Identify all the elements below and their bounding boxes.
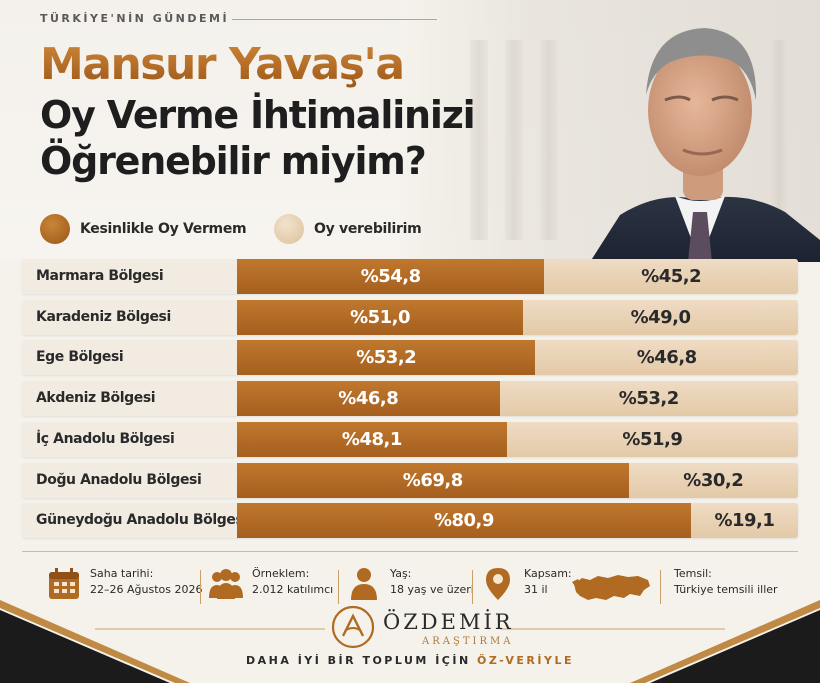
info-separator xyxy=(200,570,201,604)
info-field-age: Yaş: 18 yaş ve üzeri xyxy=(346,566,474,606)
chart-row: Karadeniz Bölgesi %51,0 %49,0 xyxy=(22,299,798,335)
kicker: TÜRKİYE'NİN GÜNDEMİ xyxy=(40,12,230,25)
person-icon xyxy=(351,568,377,600)
data-label-kesinlikle-oy-vermem: %54,8 xyxy=(360,266,421,287)
data-label-oy-verebilirim: %45,2 xyxy=(641,266,702,287)
category-label: Marmara Bölgesi xyxy=(36,268,164,284)
tagline-accent: ÖZ-VERİYLE xyxy=(477,654,574,667)
info-date-title: Saha tarihi: xyxy=(90,567,154,580)
category-label: İç Anadolu Bölgesi xyxy=(36,430,175,447)
info-representation-value: Türkiye temsili iller xyxy=(674,583,778,596)
tagline: DAHA İYİ BİR TOPLUM İÇİN ÖZ-VERİYLE xyxy=(0,654,820,667)
info-field-date: Saha tarihi: 22–26 Ağustos 2026 xyxy=(46,566,202,606)
info-representation-title: Temsil: xyxy=(674,567,712,580)
bar-segment-oy-verebilirim xyxy=(628,462,798,498)
legend-item-series-a: Kesinlikle Oy Vermem xyxy=(40,214,247,244)
bar-segment-kesinlikle-oy-vermem xyxy=(237,421,507,457)
brand-subtitle: ARAŞTIRMA xyxy=(422,636,514,647)
tagline-text: DAHA İYİ BİR TOPLUM İÇİN xyxy=(246,654,471,667)
bar-segment-kesinlikle-oy-vermem xyxy=(237,462,629,498)
data-label-kesinlikle-oy-vermem: %51,0 xyxy=(350,306,411,328)
title-line-3: Öğrenebilir miyim? xyxy=(40,139,427,183)
chart-row: Akdeniz Bölgesi %46,8 %53,2 xyxy=(22,381,798,417)
data-label-oy-verebilirim: %30,2 xyxy=(683,469,744,491)
bar-segment-oy-verebilirim xyxy=(535,340,798,376)
info-coverage-value: 31 il xyxy=(524,583,548,596)
page-title: Mansur Yavaş'a Oy Verme İhtimalinizi Öğr… xyxy=(40,38,520,184)
category-label: Doğu Anadolu Bölgesi xyxy=(36,471,202,488)
info-field-coverage: Kapsam: 31 il xyxy=(480,566,572,606)
info-date-value: 22–26 Ağustos 2026 xyxy=(90,583,203,596)
chart-row: Güneydoğu Anadolu Bölgesi %80,9 %19,1 xyxy=(22,503,798,539)
calendar-icon xyxy=(49,568,79,599)
info-sample-title: Örneklem: xyxy=(252,567,310,580)
building-column xyxy=(505,40,523,240)
data-label-oy-verebilirim: %53,2 xyxy=(618,388,679,410)
divider xyxy=(22,551,798,552)
building-column xyxy=(470,40,488,240)
chart-row: Doğu Anadolu Bölgesi %69,8 %30,2 xyxy=(22,462,798,498)
info-separator xyxy=(472,570,473,604)
data-label-kesinlikle-oy-vermem: %48,1 xyxy=(341,428,402,450)
building-column xyxy=(770,40,788,240)
category-label: Ege Bölgesi xyxy=(36,349,124,366)
chart-row: Marmara Bölgesi %54,8 %45,2 xyxy=(22,259,798,294)
info-field-sample: Örneklem: 2.012 katılımcı xyxy=(208,566,333,606)
bar-segment-oy-verebilirim xyxy=(690,503,798,539)
title-line-1: Mansur Yavaş'a xyxy=(40,38,520,92)
bar-segment-oy-verebilirim xyxy=(506,421,798,457)
location-pin-icon xyxy=(486,568,510,600)
category-label: Karadeniz Bölgesi xyxy=(36,308,171,325)
legend-swatch-dark xyxy=(40,214,70,244)
data-label-kesinlikle-oy-vermem: %80,9 xyxy=(433,510,494,532)
legend-label: Kesinlikle Oy Vermem xyxy=(80,221,247,237)
legend-swatch-light xyxy=(274,214,304,244)
info-field-representation: Temsil: Türkiye temsili iller xyxy=(674,566,778,606)
legend-label: Oy verebilirim xyxy=(314,221,422,237)
data-label-kesinlikle-oy-vermem: %53,2 xyxy=(356,347,417,369)
info-age-title: Yaş: xyxy=(390,567,412,580)
title-line-2: Oy Verme İhtimalinizi xyxy=(40,93,476,137)
legend-item-series-b: Oy verebilirim xyxy=(274,214,422,244)
info-coverage-title: Kapsam: xyxy=(524,567,572,580)
portrait-illustration xyxy=(590,28,820,262)
bar-segment-kesinlikle-oy-vermem xyxy=(237,381,500,417)
data-label-oy-verebilirim: %46,8 xyxy=(636,347,697,369)
people-icon xyxy=(209,569,243,599)
footer-decoration xyxy=(0,600,820,683)
turkey-map-icon xyxy=(572,575,650,600)
brand-logo-icon xyxy=(331,605,375,649)
bar-segment-oy-verebilirim xyxy=(523,299,798,335)
bar-segment-kesinlikle-oy-vermem xyxy=(237,259,545,294)
chart-row: Ege Bölgesi %53,2 %46,8 xyxy=(22,340,798,376)
data-label-kesinlikle-oy-vermem: %46,8 xyxy=(338,388,399,410)
brand-name: ÖZDEMİR xyxy=(383,610,514,634)
category-label: Akdeniz Bölgesi xyxy=(36,390,156,407)
bar-segment-kesinlikle-oy-vermem xyxy=(237,503,691,539)
data-label-oy-verebilirim: %51,9 xyxy=(622,428,683,450)
kicker-divider xyxy=(232,19,437,20)
data-label-kesinlikle-oy-vermem: %69,8 xyxy=(402,469,463,491)
bar-segment-oy-verebilirim xyxy=(499,381,798,417)
chart-row: İç Anadolu Bölgesi %48,1 %51,9 xyxy=(22,421,798,457)
bar-segment-kesinlikle-oy-vermem xyxy=(237,299,524,335)
info-age-value: 18 yaş ve üzeri xyxy=(390,583,474,596)
building-column xyxy=(540,40,558,240)
info-separator xyxy=(338,570,339,604)
bar-segment-oy-verebilirim xyxy=(544,259,798,294)
info-separator xyxy=(660,570,661,604)
bar-segment-kesinlikle-oy-vermem xyxy=(237,340,536,376)
data-label-oy-verebilirim: %49,0 xyxy=(630,306,691,328)
data-label-oy-verebilirim: %19,1 xyxy=(714,510,775,532)
category-label: Güneydoğu Anadolu Bölgesi xyxy=(36,512,248,529)
info-sample-value: 2.012 katılımcı xyxy=(252,583,334,596)
